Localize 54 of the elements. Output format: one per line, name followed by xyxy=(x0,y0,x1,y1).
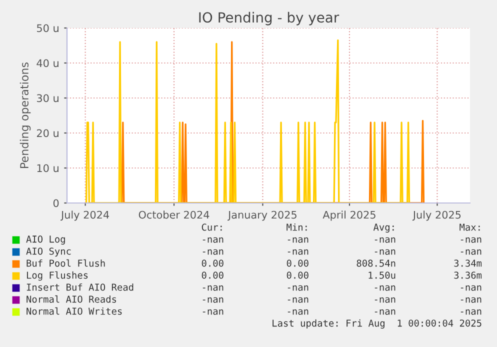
y-axis-title: Pending operations xyxy=(20,62,31,168)
legend-label: Buf Pool Flush xyxy=(26,259,105,267)
legend-label: AIO Log xyxy=(26,236,65,245)
legend-label: Normal AIO Reads xyxy=(26,295,116,303)
text: 1.50u xyxy=(368,272,396,279)
line-series xyxy=(85,39,410,203)
text: -nan xyxy=(374,285,396,291)
text: Max: xyxy=(460,224,480,231)
y-tick-label: 20 u xyxy=(36,129,58,138)
text: 0.00 xyxy=(202,272,224,279)
text: -nan xyxy=(202,285,224,291)
x-tick-label: July 2025 xyxy=(412,210,461,221)
text: Avg: xyxy=(373,224,394,233)
text: -nan xyxy=(288,285,308,291)
x-tick-label: April 2025 xyxy=(322,210,376,221)
legend-label: Normal AIO Writes xyxy=(26,307,122,315)
chart-title: IO Pending - by year xyxy=(199,12,340,26)
text: 3.36m xyxy=(454,272,482,279)
y-tick-label: 50 u xyxy=(37,24,58,32)
text: -nan xyxy=(202,237,224,243)
text: -nan xyxy=(460,249,482,255)
legend-label: Insert Buf AIO Read xyxy=(26,283,134,291)
x-tick-label: January 2025 xyxy=(228,210,296,221)
text: -nan xyxy=(374,237,396,243)
text: 3.34m xyxy=(454,260,482,267)
y-tick-label: 0 xyxy=(53,199,59,208)
text: -nan xyxy=(374,309,396,315)
text: Cur: xyxy=(202,224,222,231)
text: -nan xyxy=(460,297,482,303)
text: Last update: Fri Aug 1 00:00:04 2025 xyxy=(272,319,482,329)
text: -nan xyxy=(460,237,482,243)
text: -nan xyxy=(202,309,224,315)
text: -nan xyxy=(288,297,308,303)
y-tick-label: 10 u xyxy=(37,164,58,172)
text: -nan xyxy=(460,285,482,291)
legend-label: Log Flushes xyxy=(26,271,88,281)
text: -nan xyxy=(460,309,482,315)
y-tick-label: 40 u xyxy=(36,59,58,68)
text: 0.00 xyxy=(286,272,308,279)
y-tick-label: 30 u xyxy=(36,94,58,102)
x-tick-label: July 2024 xyxy=(60,210,110,221)
text: -nan xyxy=(202,249,224,255)
text: Min: xyxy=(286,223,307,231)
legend-label: AIO Sync xyxy=(26,248,71,257)
x-tick-label: October 2024 xyxy=(138,210,210,219)
text: -nan xyxy=(202,297,224,303)
text: 808.54n xyxy=(356,260,396,267)
text: 0.00 xyxy=(202,260,224,267)
text: -nan xyxy=(288,249,308,255)
text: -nan xyxy=(374,297,396,303)
text: 0.00 xyxy=(286,260,308,267)
text: -nan xyxy=(288,237,308,243)
text: -nan xyxy=(288,309,308,315)
text: -nan xyxy=(374,249,396,255)
